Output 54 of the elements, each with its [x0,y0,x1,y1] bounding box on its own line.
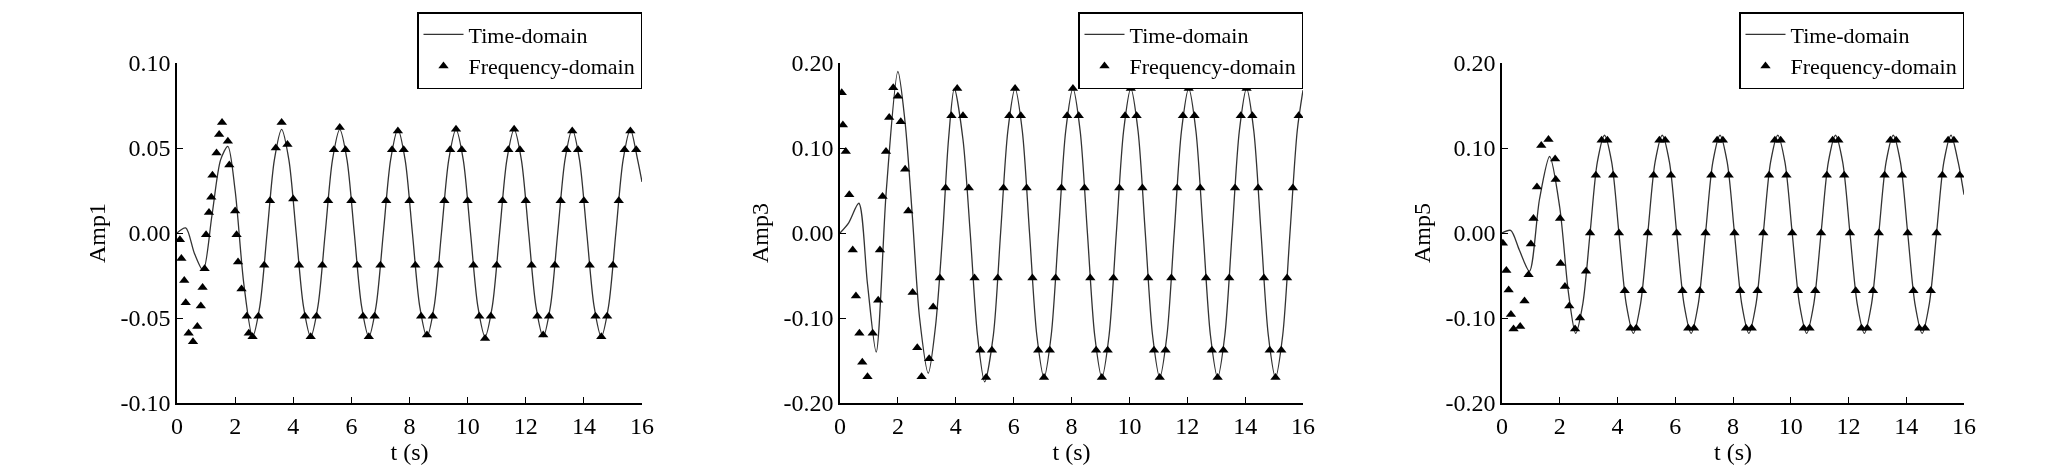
x-tick-label: 8 [1065,412,1078,439]
y-tick-label: 0.20 [1453,50,1496,77]
y-tick-label: 0.20 [791,50,834,77]
y-axis-title: Amp1 [84,203,111,263]
x-tick-label: 2 [891,412,904,439]
y-tick-label: -0.10 [120,390,171,417]
x-tick-label: 10 [1117,412,1142,439]
x-tick-label: 16 [1291,412,1315,439]
x-tick-label: 2 [1553,412,1566,439]
x-tick-label: 16 [1952,412,1976,439]
x-tick-label: 4 [1611,412,1624,439]
x-tick-label: 0 [171,412,183,439]
x-tick-label: 12 [1836,412,1861,439]
y-tick-label: 0.10 [791,135,834,162]
y-tick-label: -0.20 [783,390,834,417]
legend-label: Time-domain [1129,22,1249,48]
x-tick-label: 8 [403,412,416,439]
x-axis-title: t (s) [390,438,429,465]
y-tick-label: -0.20 [1445,390,1496,417]
y-tick-label: -0.05 [120,305,171,332]
legend-label: Frequency-domain [468,54,635,80]
legend-label: Time-domain [1790,22,1910,48]
x-tick-label: 6 [1669,412,1682,439]
x-tick-label: 16 [630,412,654,439]
x-axis-title: t (s) [1052,438,1091,465]
x-tick-label: 10 [1778,412,1803,439]
y-tick-label: 0.00 [1453,220,1496,247]
x-tick-label: 6 [345,412,358,439]
x-tick-label: 10 [455,412,480,439]
x-tick-label: 12 [1175,412,1200,439]
y-axis-title: Amp3 [747,203,774,263]
legend-label: Frequency-domain [1129,54,1296,80]
y-tick-label: 0.10 [1453,135,1496,162]
y-tick-label: 0.05 [128,135,171,162]
x-tick-label: 4 [949,412,962,439]
legend-label: Time-domain [468,22,588,48]
y-tick-label: 0.00 [791,220,834,247]
y-tick-label: 0.10 [128,50,171,77]
y-axis-title: Amp5 [1409,203,1436,263]
y-tick-label: -0.10 [783,305,834,332]
x-tick-label: 0 [1496,412,1508,439]
x-tick-label: 4 [287,412,300,439]
x-tick-label: 14 [571,412,596,439]
y-tick-label: 0.00 [128,220,171,247]
x-tick-label: 0 [834,412,846,439]
x-tick-label: 14 [1233,412,1258,439]
x-tick-label: 2 [229,412,242,439]
x-tick-label: 6 [1007,412,1020,439]
x-tick-label: 8 [1727,412,1739,439]
y-tick-label: -0.10 [1445,305,1496,332]
x-tick-label: 12 [513,412,538,439]
x-tick-label: 14 [1894,412,1919,439]
legend-label: Frequency-domain [1790,54,1957,80]
x-axis-title: t (s) [1714,438,1752,465]
